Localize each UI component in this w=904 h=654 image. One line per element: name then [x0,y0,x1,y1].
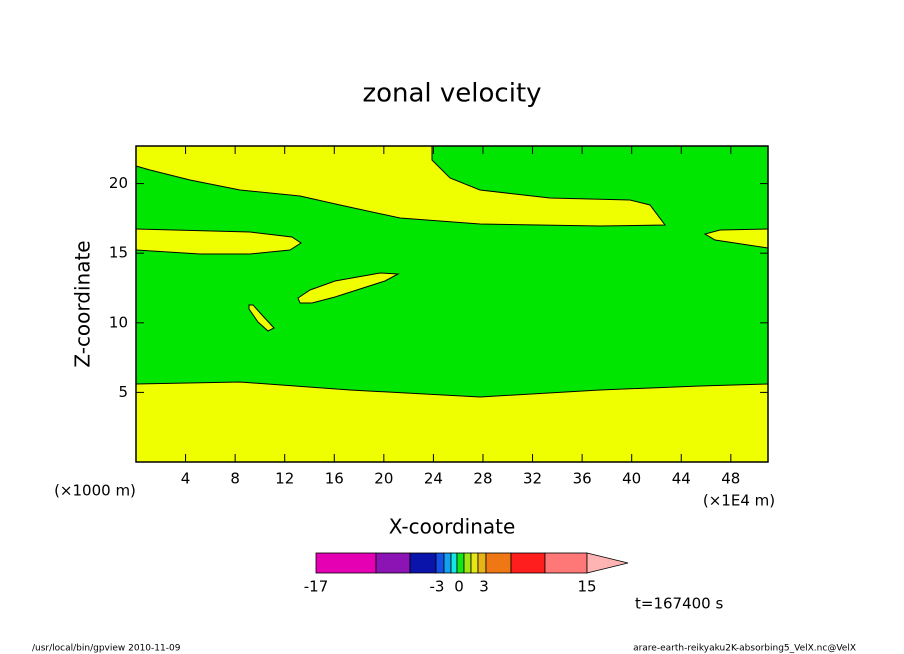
positive-region [298,273,398,303]
positive-region [705,229,768,248]
y-tick-label: 10 [109,313,128,331]
colorbar-segment [456,552,465,574]
y-axis-label: Z-coordinate [71,240,95,367]
x-unit-label: (×1E4 m) [703,492,775,510]
footer-right: arare-earth-reikyaku2K-absorbing5_VelX.n… [633,644,856,654]
colorbar-tick-label: 3 [479,578,489,596]
x-tick-label: 4 [181,470,191,488]
time-label: t=167400 s [635,595,723,613]
x-tick-label: 16 [325,470,344,488]
x-tick-label: 36 [573,470,592,488]
x-tick-label: 24 [424,470,443,488]
colorbar-segment [443,552,452,574]
plot-frame [135,145,769,463]
x-tick-label: 32 [523,470,542,488]
contour-field [135,145,769,463]
y-tick-label: 20 [109,174,128,192]
x-tick-label: 20 [374,470,393,488]
colorbar-segment [435,552,445,574]
x-tick-label: 8 [230,470,240,488]
x-tick-label: 44 [672,470,691,488]
colorbar-tick-label: 15 [577,578,596,596]
colorbar-tick-label: -17 [304,578,329,596]
chart-title: zonal velocity [362,79,541,109]
colorbar-extension [586,552,629,574]
colorbar-segment [375,552,411,574]
y-tick-label: 15 [109,244,128,262]
colorbar-segment [470,552,479,574]
contour-lines [135,146,769,398]
x-tick-label: 40 [622,470,641,488]
colorbar-tick-label: 0 [454,578,464,596]
colorbar-segment [463,552,472,574]
x-tick-label: 28 [473,470,492,488]
colorbar-segment [544,552,588,574]
colorbar-segment [477,552,487,574]
y-tick-label: 5 [118,383,128,401]
x-tick-label: 48 [721,470,740,488]
colorbar-segment [409,552,437,574]
footer-left: /usr/local/bin/gpview 2010-11-09 [32,644,181,654]
y-unit-label: (×1000 m) [54,482,136,500]
colorbar-segment [450,552,458,574]
colorbar-tick-label: -3 [430,578,445,596]
positive-region [136,382,768,462]
positive-regions [136,146,768,462]
positive-region [249,305,274,331]
colorbar-segment [315,552,377,574]
positive-region [136,229,301,254]
x-axis-label: X-coordinate [389,515,516,539]
colorbar-segment [510,552,546,574]
x-tick-label: 12 [275,470,294,488]
colorbar-segment [485,552,512,574]
positive-region [136,146,665,226]
